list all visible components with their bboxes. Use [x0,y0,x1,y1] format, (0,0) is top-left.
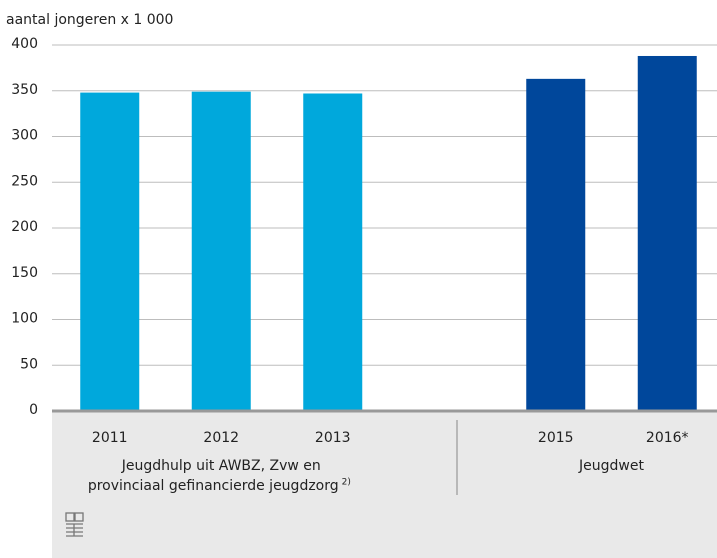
y-tick-label: 200 [11,219,38,235]
group-label: Jeugdhulp uit AWBZ, Zvw en [121,458,321,474]
x-tick-label: 2015 [538,430,574,446]
x-tick-label: 2013 [315,430,351,446]
y-tick-label: 300 [11,128,38,144]
x-tick-label: 2012 [203,430,239,446]
y-axis-label: aantal jongeren x 1 000 [6,12,173,28]
bar [303,93,363,412]
y-tick-label: 50 [20,356,38,372]
x-tick-label: 2011 [92,430,128,446]
bar [191,91,251,411]
y-tick-label: 0 [29,402,38,418]
group-label: provinciaal gefinancierde jeugdzorg [88,478,339,494]
bar [80,92,140,411]
group-label: Jeugdwet [578,458,644,474]
y-tick-label: 250 [11,173,38,189]
y-tick-label: 400 [11,36,38,52]
y-tick-label: 350 [11,82,38,98]
cbs-logo [65,512,84,537]
y-tick-label: 100 [11,311,38,327]
category-band [52,411,717,558]
bar [526,78,586,411]
x-tick-label: 2016* [646,430,689,446]
y-tick-label: 150 [11,265,38,281]
group-note: 2) [342,478,351,488]
bar [637,55,697,411]
